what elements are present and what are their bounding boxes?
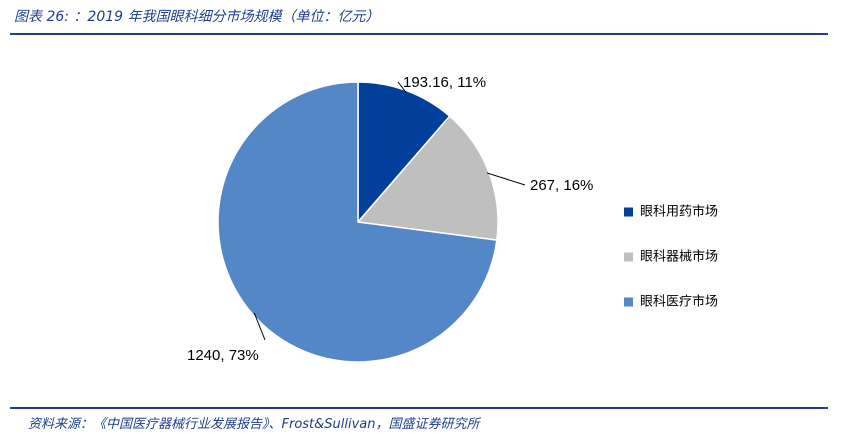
top-rule	[10, 33, 828, 35]
pie-slices	[217, 81, 499, 363]
data-label-2: 267, 16%	[530, 177, 593, 194]
leader-line-3	[253, 312, 266, 341]
leader-lines	[253, 81, 526, 341]
data-label-3: 1240, 73%	[187, 347, 259, 364]
legend-swatch-1	[624, 207, 633, 217]
leader-line-1	[397, 81, 407, 94]
legend-label-3: 眼科医疗市场	[640, 294, 718, 310]
legend-swatch-3	[624, 297, 633, 307]
pie-slice-3	[217, 81, 498, 363]
source-note: 资料来源：《中国医疗器械行业发展报告》、Frost&Sullivan，国盛证券研…	[28, 417, 480, 432]
chart-title: 图表 26: ：2019 年我国眼科细分市场规模（单位：亿元）	[14, 9, 380, 25]
data-labels: 193.16, 11% 267, 16% 1240, 73%	[187, 74, 593, 364]
legend-label-2: 眼科器械市场	[640, 249, 718, 265]
legend-label-1: 眼科用药市场	[640, 204, 718, 220]
pie-slice-2	[356, 115, 499, 241]
leader-line-2	[486, 172, 526, 186]
data-label-1: 193.16, 11%	[403, 74, 486, 91]
legend-swatch-2	[624, 252, 633, 262]
pie-slice-1	[357, 81, 451, 225]
bottom-rule	[10, 407, 828, 409]
